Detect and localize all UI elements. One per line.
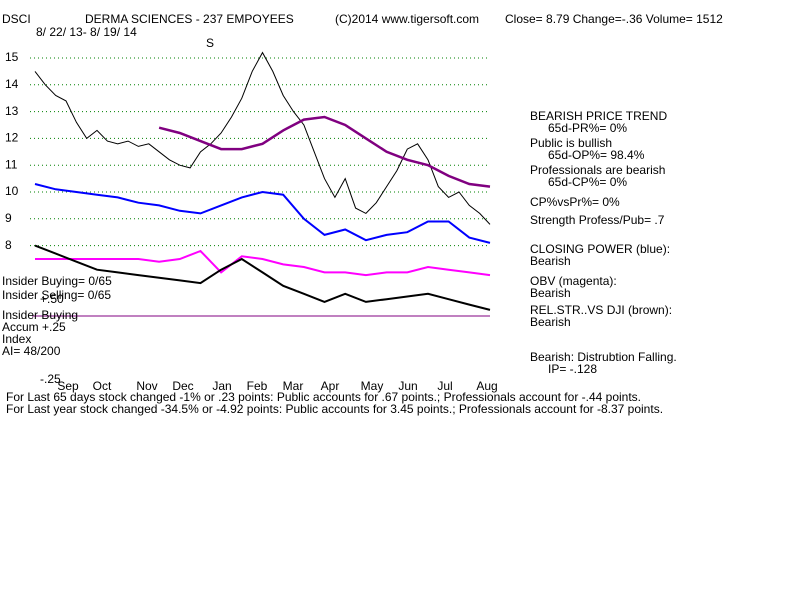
y-tick-label: 13 bbox=[5, 104, 19, 118]
x-tick-label: May bbox=[361, 379, 384, 393]
note: OBV (magenta): bbox=[530, 274, 617, 288]
y-tick-label: 15 bbox=[5, 50, 19, 64]
company: DERMA SCIENCES - 237 EMPOYEES bbox=[85, 12, 294, 26]
series-line bbox=[34, 51, 491, 225]
dates: 8/ 22/ 13- 8/ 19/ 14 bbox=[36, 25, 137, 39]
x-tick-label: Dec bbox=[172, 379, 193, 393]
x-tick-label: Feb bbox=[247, 379, 268, 393]
indicator-label: Accum +.25 bbox=[2, 320, 66, 334]
note: Public is bullish bbox=[530, 136, 612, 150]
series-line bbox=[35, 249, 491, 277]
note: CLOSING POWER (blue): bbox=[530, 242, 670, 256]
signal-marker: S bbox=[206, 36, 214, 50]
note: Professionals are bearish bbox=[530, 163, 665, 177]
footer-line: For Last 65 days stock changed -1% or .2… bbox=[6, 390, 641, 404]
note: CP%vsPr%= 0% bbox=[530, 195, 620, 209]
x-tick-label: Nov bbox=[136, 379, 157, 393]
x-tick-label: Mar bbox=[283, 379, 304, 393]
note: 65d-PR%= 0% bbox=[548, 121, 627, 135]
indicator-label: Insider Buying= 0/65 bbox=[2, 274, 112, 288]
y-tick-label: 12 bbox=[5, 131, 19, 145]
y-tick-label: 9 bbox=[5, 211, 12, 225]
quote: Close= 8.79 Change=-.36 Volume= 1512 bbox=[505, 12, 723, 26]
indicator-label: Insider Buying bbox=[2, 308, 78, 322]
note: Bearish: Distrubtion Falling. bbox=[530, 350, 677, 364]
footer-line: For Last year stock changed -34.5% or -4… bbox=[6, 402, 663, 416]
indicator-label: +.50 bbox=[40, 292, 64, 306]
y-tick-label: 10 bbox=[5, 184, 19, 198]
indicator-label: -.25 bbox=[40, 372, 61, 386]
series-line bbox=[158, 115, 491, 188]
x-tick-label: Sep bbox=[57, 379, 79, 393]
note: Bearish bbox=[530, 286, 571, 300]
copyright: (C)2014 www.tigersoft.com bbox=[335, 12, 479, 26]
y-tick-label: 11 bbox=[5, 157, 18, 171]
note: Bearish bbox=[530, 315, 571, 329]
x-tick-label: Jul bbox=[437, 379, 452, 393]
x-tick-label: Apr bbox=[321, 379, 340, 393]
ticker: DSCI bbox=[2, 12, 31, 26]
indicator-label: Index bbox=[2, 332, 31, 346]
series-line bbox=[34, 244, 491, 311]
note: REL.STR..VS DJI (brown): bbox=[530, 303, 672, 317]
indicator-label: Insider Selling= 0/65 bbox=[2, 288, 111, 302]
x-tick-label: Jun bbox=[398, 379, 417, 393]
x-tick-label: Oct bbox=[93, 379, 112, 393]
y-tick-label: 8 bbox=[5, 238, 12, 252]
note: Strength Profess/Pub= .7 bbox=[530, 213, 665, 227]
y-tick-label: 14 bbox=[5, 77, 19, 91]
note: Bearish bbox=[530, 254, 571, 268]
note: 65d-OP%= 98.4% bbox=[548, 148, 645, 162]
x-tick-label: Jan bbox=[212, 379, 231, 393]
note: BEARISH PRICE TREND bbox=[530, 109, 667, 123]
series-line bbox=[34, 183, 491, 244]
note: 65d-CP%= 0% bbox=[548, 175, 627, 189]
x-tick-label: Aug bbox=[476, 379, 497, 393]
indicator-label: AI= 48/200 bbox=[2, 344, 61, 358]
note: IP= -.128 bbox=[548, 362, 597, 376]
